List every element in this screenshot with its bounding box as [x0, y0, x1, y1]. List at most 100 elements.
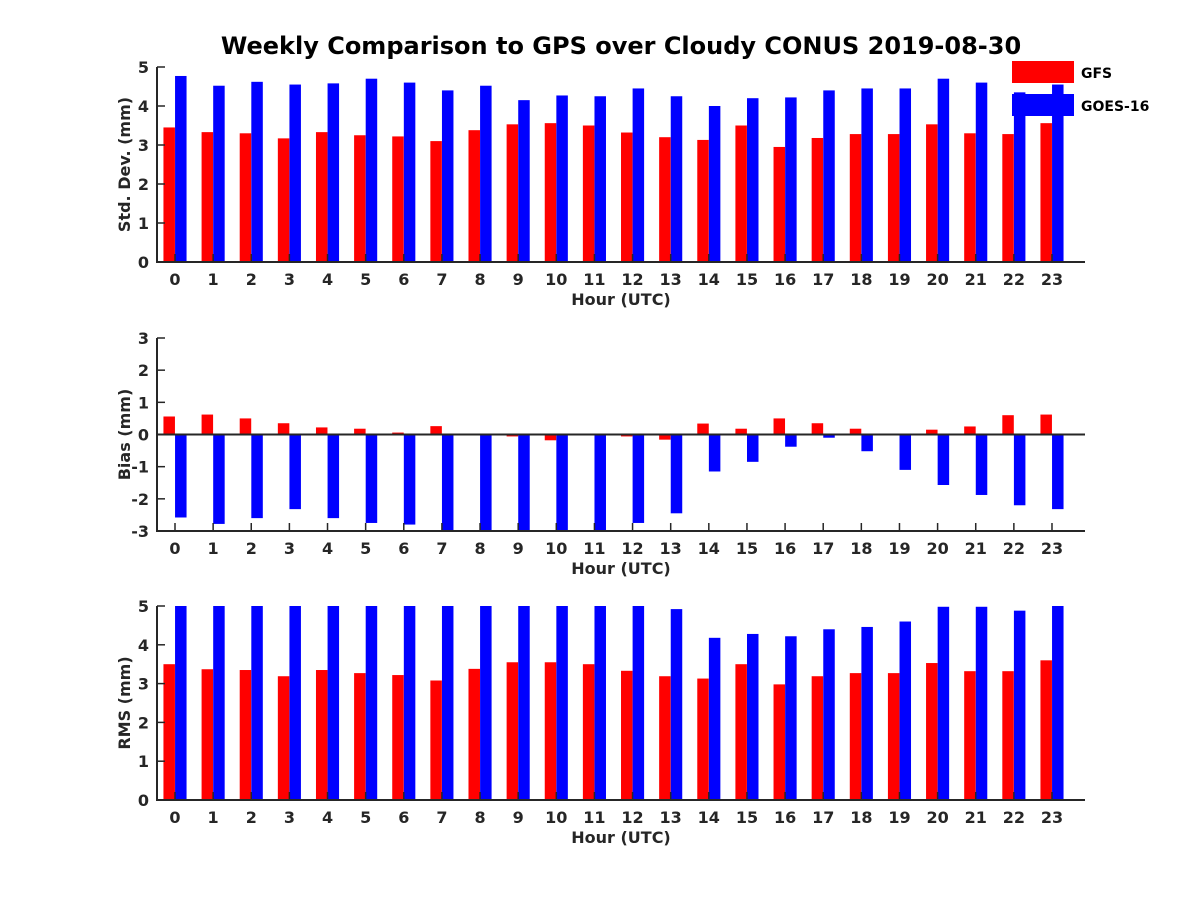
- bar: [239, 418, 252, 435]
- bar: [354, 673, 366, 800]
- bar: [480, 85, 492, 262]
- bar: [201, 669, 214, 800]
- bar: [430, 680, 442, 800]
- bar: [1013, 610, 1026, 800]
- bar: [506, 662, 519, 800]
- bar: [1002, 415, 1014, 435]
- x-tick-label: 9: [513, 539, 524, 558]
- bar: [975, 82, 988, 262]
- bar: [239, 133, 252, 262]
- bar: [1013, 92, 1026, 262]
- x-tick-label: 19: [888, 539, 910, 558]
- x-tick-label: 0: [169, 270, 180, 289]
- bar: [964, 426, 976, 435]
- bar: [1052, 606, 1064, 800]
- x-tick-label: 15: [736, 270, 758, 289]
- x-tick-label: 1: [208, 808, 219, 827]
- bar: [1002, 134, 1014, 262]
- bar: [899, 434, 912, 470]
- bar: [861, 434, 873, 452]
- bar: [975, 434, 988, 495]
- y-tick-label: 0: [138, 253, 149, 272]
- x-tick-label: 6: [398, 539, 409, 558]
- x-tick-label: 14: [698, 808, 720, 827]
- bar: [277, 423, 290, 435]
- bar: [175, 606, 187, 800]
- x-tick-label: 6: [398, 808, 409, 827]
- bar: [544, 662, 557, 800]
- x-tick-label: 20: [926, 808, 948, 827]
- bar: [480, 606, 492, 800]
- x-tick-label: 4: [322, 808, 333, 827]
- x-tick-label: 15: [736, 808, 758, 827]
- bar: [594, 96, 606, 262]
- x-axis-label: Hour (UTC): [571, 559, 671, 578]
- bar: [849, 134, 862, 262]
- y-tick-label: 5: [138, 597, 149, 616]
- bar: [506, 124, 519, 262]
- y-tick-label: 2: [138, 713, 149, 732]
- x-tick-label: 5: [360, 270, 371, 289]
- bar: [582, 664, 595, 800]
- bar: [670, 609, 683, 800]
- bar: [747, 98, 759, 262]
- x-tick-label: 20: [926, 539, 948, 558]
- x-tick-label: 18: [850, 808, 872, 827]
- x-tick-label: 16: [774, 270, 796, 289]
- x-tick-label: 1: [208, 270, 219, 289]
- bar: [365, 434, 378, 523]
- bar: [849, 673, 862, 800]
- x-tick-label: 10: [545, 808, 567, 827]
- bar: [975, 606, 988, 800]
- legend: GFS GOES-16: [1012, 61, 1149, 116]
- bar: [354, 135, 366, 262]
- series-goes-16: [175, 606, 1064, 800]
- x-tick-label: 2: [246, 808, 257, 827]
- x-tick-label: 15: [736, 539, 758, 558]
- x-tick-label: 17: [812, 808, 834, 827]
- legend-item: GOES-16: [1012, 94, 1149, 116]
- bar: [556, 95, 568, 262]
- x-tick-label: 0: [169, 808, 180, 827]
- series-gfs: [163, 414, 1052, 441]
- x-tick-label: 20: [926, 270, 948, 289]
- y-tick-label: -1: [131, 458, 149, 477]
- y-tick-label: 3: [138, 675, 149, 694]
- bar: [201, 414, 214, 435]
- bar: [811, 137, 824, 262]
- bar: [1040, 414, 1052, 435]
- bar: [747, 633, 759, 800]
- bar: [887, 673, 900, 800]
- bar: [659, 676, 671, 800]
- bar: [594, 434, 606, 531]
- x-tick-label: 3: [284, 270, 295, 289]
- bar: [708, 637, 721, 800]
- bar: [937, 434, 950, 485]
- x-tick-label: 23: [1041, 270, 1063, 289]
- x-tick-label: 0: [169, 539, 180, 558]
- bar: [773, 146, 786, 262]
- bar: [468, 130, 480, 262]
- bar: [175, 434, 187, 518]
- bar: [213, 85, 225, 262]
- bar: [251, 606, 263, 800]
- x-tick-label: 14: [698, 539, 720, 558]
- y-tick-label: 2: [138, 361, 149, 380]
- y-tick-label: 0: [138, 791, 149, 810]
- legend-item: GFS: [1012, 61, 1112, 83]
- legend-label: GFS: [1081, 66, 1112, 82]
- bar: [441, 90, 454, 263]
- bar: [735, 125, 747, 262]
- x-tick-label: 19: [888, 808, 910, 827]
- bar: [773, 418, 786, 435]
- bar: [277, 138, 290, 262]
- y-tick-label: 2: [138, 175, 149, 194]
- bar: [697, 423, 709, 435]
- x-tick-label: 18: [850, 270, 872, 289]
- bar: [594, 606, 606, 800]
- bar: [735, 428, 747, 435]
- x-tick-label: 22: [1003, 808, 1025, 827]
